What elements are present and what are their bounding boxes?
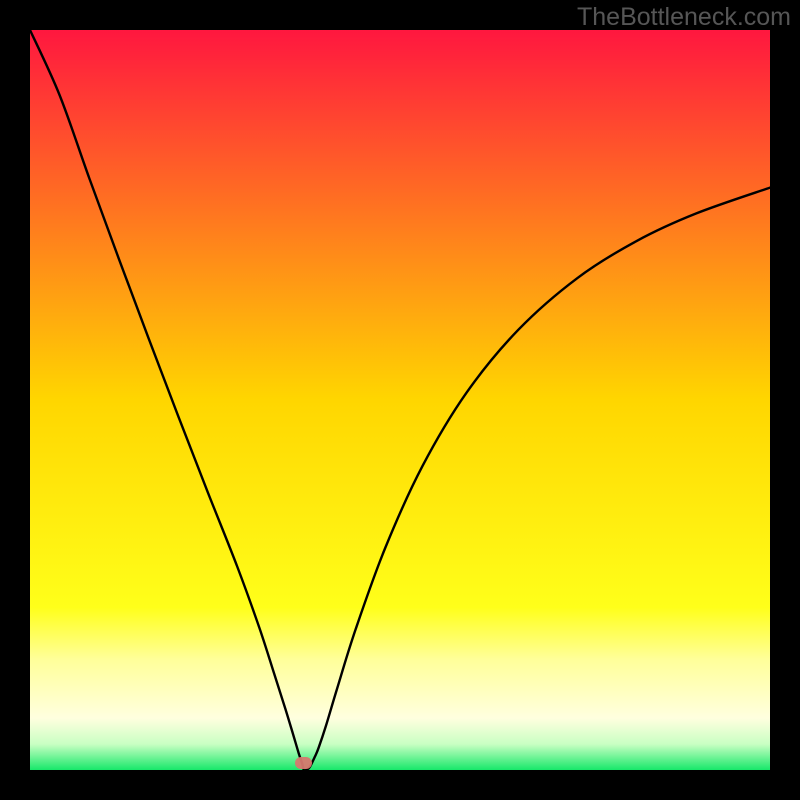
optimum-marker (295, 757, 312, 769)
watermark-text: TheBottleneck.com (577, 3, 791, 32)
bottleneck-curve (0, 0, 800, 800)
chart-frame: TheBottleneck.com (0, 0, 800, 800)
